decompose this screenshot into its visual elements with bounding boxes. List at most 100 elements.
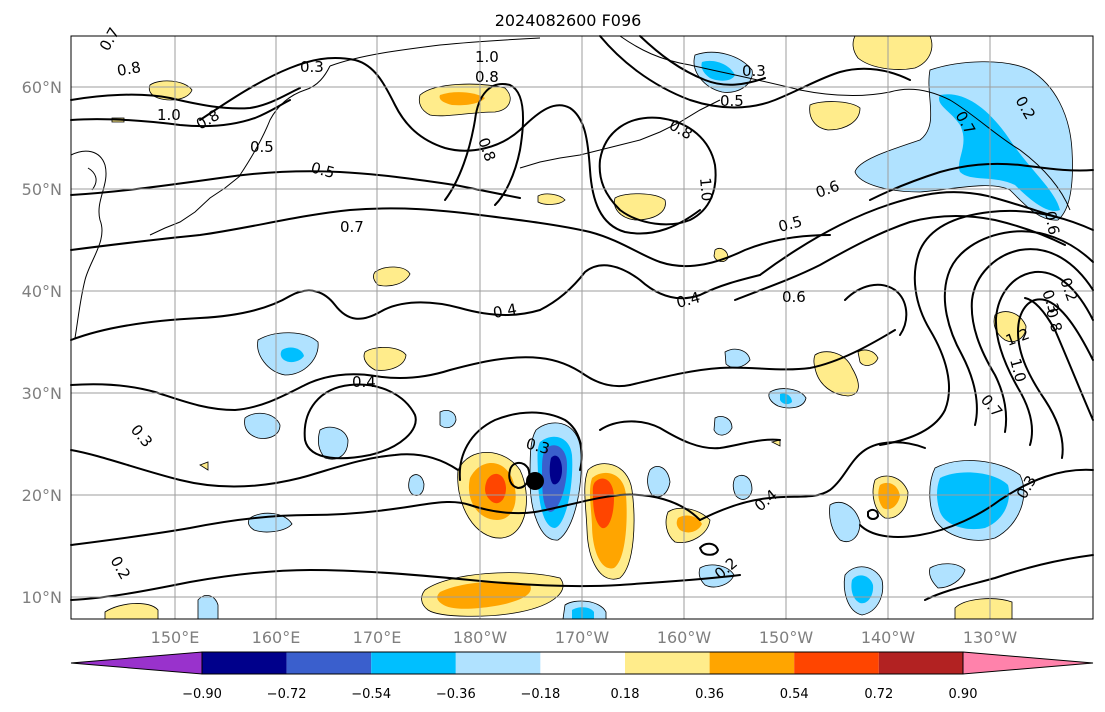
contour-label: 0.4 xyxy=(674,288,702,312)
coast-kuril xyxy=(149,175,241,236)
shade-negative xyxy=(698,564,735,588)
contour-label: 1.0 xyxy=(157,106,181,124)
coast-aleutians xyxy=(519,99,721,169)
contour-label: 0.6 xyxy=(782,288,806,306)
lon-tick-label: 150°E xyxy=(151,628,200,647)
shade-positive xyxy=(537,193,566,205)
contours xyxy=(70,35,1094,601)
colorbar-segment xyxy=(202,652,287,674)
map-frame xyxy=(70,35,1094,620)
colorbar-tick-label: −0.36 xyxy=(436,687,476,702)
lat-tick-label: 40°N xyxy=(22,282,62,301)
shade-positive xyxy=(199,461,209,471)
shade-negative xyxy=(929,563,966,589)
contour-label: 0.4 xyxy=(352,373,376,391)
colorbar-extend-high xyxy=(962,651,1094,675)
lat-tick-label: 60°N xyxy=(22,78,62,97)
shade-positive xyxy=(954,598,1013,620)
shade-negative xyxy=(549,455,562,485)
coast-siberia xyxy=(329,37,541,67)
colorbar-tick-label: −0.18 xyxy=(520,687,560,702)
shading xyxy=(104,35,1073,620)
colorbar-segment xyxy=(794,652,879,674)
shade-positive xyxy=(852,35,933,70)
lat-tick-label: 20°N xyxy=(22,486,62,505)
colorbar-segment xyxy=(286,652,372,674)
shade-positive xyxy=(676,515,702,533)
coast-asia xyxy=(70,150,107,339)
shade-positive xyxy=(857,349,879,366)
lon-tick-label: 160°W xyxy=(657,628,712,647)
lon-tick-label: 180°W xyxy=(453,628,508,647)
shade-positive xyxy=(613,193,666,221)
contour-label: 0.5 xyxy=(776,212,804,236)
shade-positive xyxy=(809,101,861,131)
shade-negative xyxy=(439,410,457,429)
shade-positive xyxy=(485,473,506,504)
colorbar-segment xyxy=(371,652,456,674)
shade-negative xyxy=(724,348,751,368)
colorbar: −0.90 −0.72 −0.54 −0.36 −0.18 0.18 0.36 … xyxy=(70,651,1094,702)
lon-tick-label: 160°E xyxy=(252,628,301,647)
coastlines xyxy=(70,35,1071,339)
contour-label: 0.3 xyxy=(300,58,324,76)
colorbar-tick-label: 0.36 xyxy=(695,687,724,702)
shade-negative xyxy=(244,412,281,439)
shade-negative xyxy=(701,60,735,81)
shade-positive xyxy=(437,581,531,609)
shade-positive xyxy=(104,603,159,620)
colorbar-extend-low xyxy=(70,651,203,675)
shade-negative xyxy=(829,501,861,542)
shade-positive xyxy=(878,482,900,510)
contour-label: 0.5 xyxy=(250,138,274,156)
contour-label: 0.8 xyxy=(1042,306,1066,334)
contour-label: 1.0 xyxy=(475,48,499,66)
contour-label: 0.6 xyxy=(1041,210,1063,237)
colorbar-tick-label: 0.54 xyxy=(780,687,809,702)
shade-negative xyxy=(280,347,304,363)
shade-negative xyxy=(318,426,349,460)
shade-positive xyxy=(770,439,781,447)
lon-tick-label: 140°W xyxy=(861,628,916,647)
shade-negative xyxy=(713,416,733,436)
lon-tick-label: 170°E xyxy=(353,628,402,647)
contour-label: 0.5 xyxy=(309,158,337,182)
colorbar-tick-label: 0.18 xyxy=(611,687,640,702)
lon-tick-label: 170°W xyxy=(555,628,610,647)
shade-positive xyxy=(439,92,485,106)
colorbar-tick-label: −0.90 xyxy=(182,687,222,702)
contour-label: 0.3 xyxy=(742,62,766,80)
coast-kamchatka xyxy=(239,65,331,176)
lat-tick-label: 10°N xyxy=(22,588,62,607)
contour-label: 0.3 xyxy=(524,434,552,458)
coast-alaska xyxy=(619,35,1071,211)
colorbar-segment xyxy=(709,652,795,674)
lat-axis: 60°N 50°N 40°N 30°N 20°N 10°N xyxy=(22,78,62,607)
colorbar-segment xyxy=(878,652,963,674)
contour-label: 0.8 xyxy=(116,58,143,80)
colorbar-tick-label: −0.72 xyxy=(267,687,307,702)
shade-negative xyxy=(939,94,1060,211)
lon-axis: 150°E 160°E 170°E 180°W 170°W 160°W 150°… xyxy=(151,628,1018,647)
contour-label: 1.0 xyxy=(1006,356,1030,384)
map-content: 0.7 0.8 1.0 0.8 0.5 1.0 0.8 0.3 0.5 0.8 … xyxy=(70,24,1094,620)
shade-negative xyxy=(851,575,874,604)
lon-tick-label: 150°W xyxy=(759,628,814,647)
colorbar-frame xyxy=(201,651,964,675)
colorbar-segment xyxy=(625,652,710,674)
shade-negative xyxy=(572,607,594,619)
colorbar-segment xyxy=(455,652,541,674)
shade-positive xyxy=(592,478,614,529)
shade-negative xyxy=(937,472,1010,530)
lat-tick-label: 50°N xyxy=(22,180,62,199)
contour-label: 0.4 xyxy=(492,300,519,322)
shade-negative xyxy=(732,474,753,500)
lon-tick-label: 130°W xyxy=(963,628,1018,647)
colorbar-segment xyxy=(540,652,625,674)
gridlines xyxy=(71,36,1093,619)
contour-label: 0.8 xyxy=(475,68,499,86)
contour-label: 0.5 xyxy=(720,92,744,110)
shade-negative xyxy=(197,595,219,620)
storm-center-marker xyxy=(526,472,544,490)
